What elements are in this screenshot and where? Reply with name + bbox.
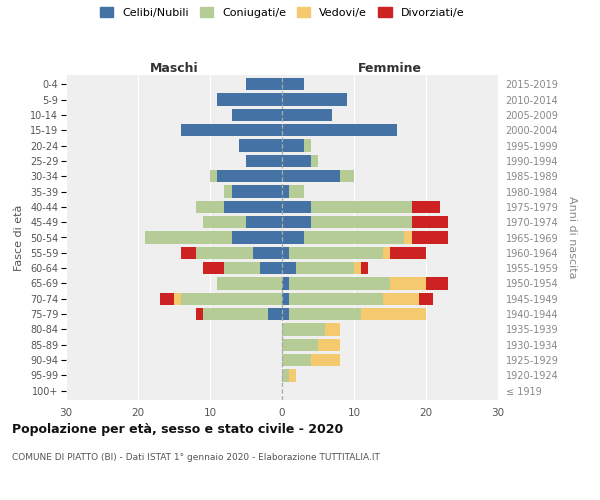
Bar: [311, 216, 412, 228]
Bar: [282, 354, 311, 366]
Bar: [311, 354, 340, 366]
Bar: [282, 231, 304, 244]
Bar: [311, 200, 412, 213]
Bar: [412, 216, 448, 228]
Bar: [383, 246, 390, 259]
Bar: [289, 185, 304, 198]
Bar: [361, 262, 368, 274]
Bar: [217, 170, 282, 182]
Bar: [145, 231, 232, 244]
Bar: [224, 262, 260, 274]
Bar: [289, 369, 296, 382]
Bar: [304, 139, 311, 152]
Bar: [232, 231, 282, 244]
Bar: [203, 216, 246, 228]
Y-axis label: Anni di nascita: Anni di nascita: [567, 196, 577, 279]
Bar: [383, 292, 419, 305]
Bar: [282, 185, 289, 198]
Bar: [282, 262, 296, 274]
Bar: [232, 108, 282, 121]
Bar: [217, 93, 282, 106]
Bar: [282, 200, 311, 213]
Bar: [282, 170, 340, 182]
Bar: [246, 154, 282, 167]
Bar: [282, 93, 347, 106]
Bar: [174, 292, 181, 305]
Bar: [196, 308, 203, 320]
Bar: [160, 292, 174, 305]
Bar: [181, 124, 282, 136]
Bar: [325, 323, 340, 336]
Bar: [210, 170, 217, 182]
Bar: [268, 308, 282, 320]
Bar: [181, 246, 196, 259]
Bar: [282, 277, 289, 290]
Bar: [246, 216, 282, 228]
Bar: [282, 369, 289, 382]
Bar: [296, 262, 354, 274]
Bar: [311, 154, 318, 167]
Bar: [282, 246, 289, 259]
Bar: [282, 216, 311, 228]
Text: Popolazione per età, sesso e stato civile - 2020: Popolazione per età, sesso e stato civil…: [12, 422, 343, 436]
Bar: [282, 292, 289, 305]
Bar: [181, 292, 282, 305]
Bar: [390, 246, 426, 259]
Bar: [232, 185, 282, 198]
Bar: [224, 200, 282, 213]
Bar: [289, 292, 383, 305]
Text: COMUNE DI PIATTO (BI) - Dati ISTAT 1° gennaio 2020 - Elaborazione TUTTITALIA.IT: COMUNE DI PIATTO (BI) - Dati ISTAT 1° ge…: [12, 452, 380, 462]
Bar: [318, 338, 340, 351]
Bar: [203, 262, 224, 274]
Bar: [361, 308, 426, 320]
Bar: [289, 277, 390, 290]
Bar: [217, 277, 282, 290]
Bar: [282, 78, 304, 90]
Y-axis label: Fasce di età: Fasce di età: [14, 204, 25, 270]
Bar: [260, 262, 282, 274]
Bar: [404, 231, 412, 244]
Bar: [196, 200, 224, 213]
Bar: [412, 231, 448, 244]
Text: Femmine: Femmine: [358, 62, 422, 75]
Bar: [282, 139, 304, 152]
Bar: [354, 262, 361, 274]
Bar: [412, 200, 440, 213]
Bar: [390, 277, 426, 290]
Text: Maschi: Maschi: [149, 62, 199, 75]
Bar: [289, 246, 383, 259]
Bar: [282, 338, 318, 351]
Bar: [289, 308, 361, 320]
Bar: [224, 185, 232, 198]
Bar: [282, 323, 325, 336]
Bar: [282, 124, 397, 136]
Bar: [203, 308, 268, 320]
Bar: [246, 78, 282, 90]
Bar: [196, 246, 253, 259]
Bar: [282, 108, 332, 121]
Legend: Celibi/Nubili, Coniugati/e, Vedovi/e, Divorziati/e: Celibi/Nubili, Coniugati/e, Vedovi/e, Di…: [95, 2, 469, 22]
Bar: [340, 170, 354, 182]
Bar: [282, 154, 311, 167]
Bar: [282, 308, 289, 320]
Bar: [304, 231, 404, 244]
Bar: [419, 292, 433, 305]
Bar: [253, 246, 282, 259]
Bar: [239, 139, 282, 152]
Bar: [426, 277, 448, 290]
